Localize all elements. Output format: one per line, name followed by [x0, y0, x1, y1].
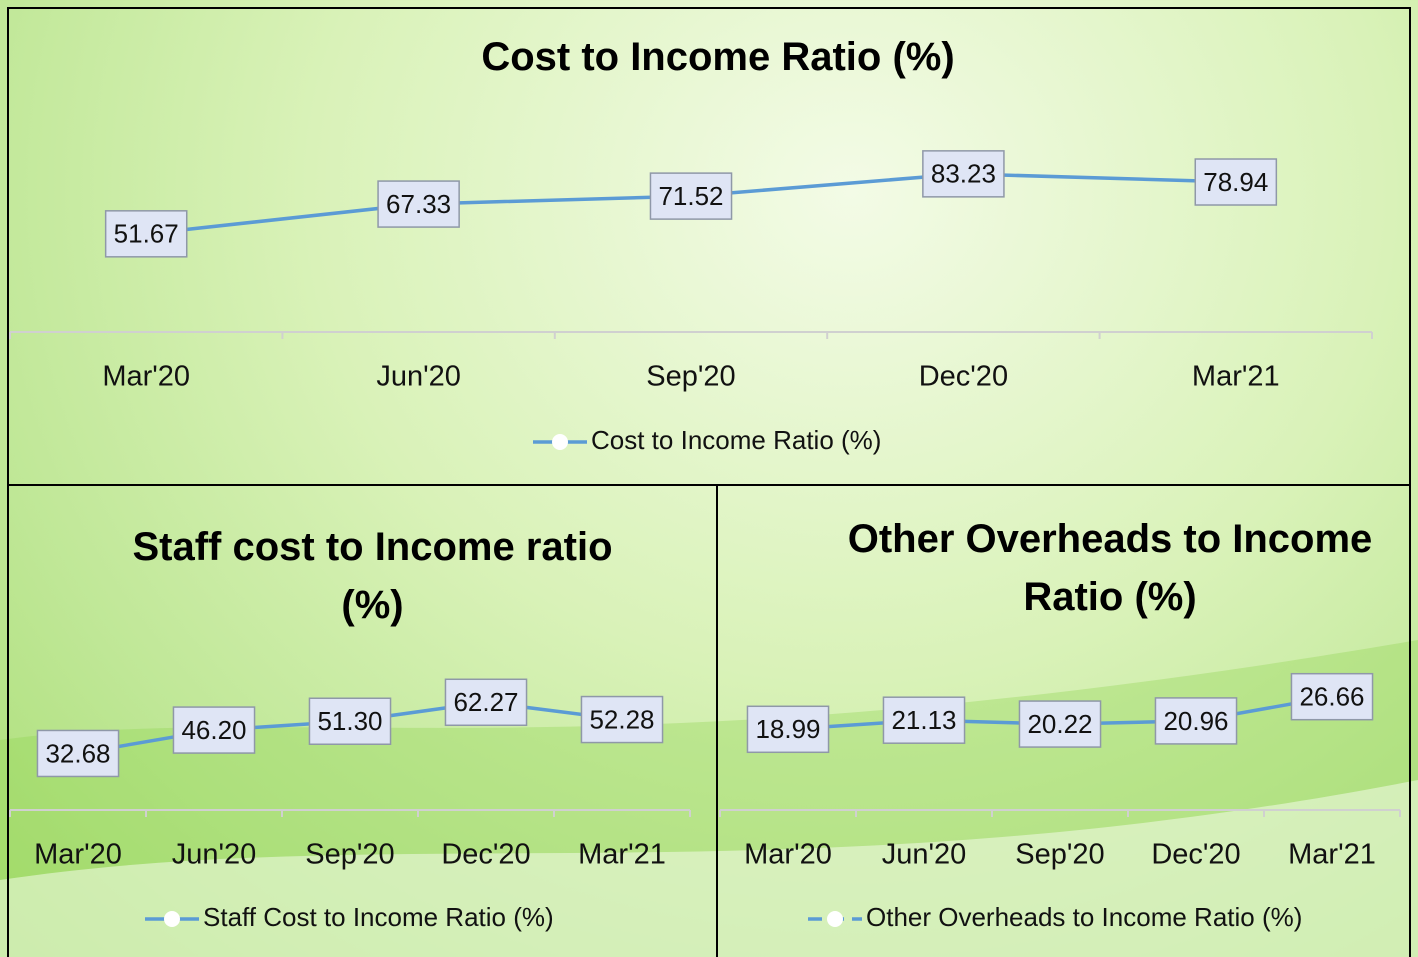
data-label: 52.28	[589, 704, 654, 734]
data-label: 21.13	[891, 705, 956, 735]
data-label-box	[104, 210, 188, 258]
background-wave	[0, 780, 1418, 957]
x-tick-label: Sep'20	[1015, 839, 1104, 871]
legend-marker	[164, 911, 180, 927]
data-label: 18.99	[755, 714, 820, 744]
data-label-box	[922, 150, 1005, 198]
chart-title: Other Overheads to Income Ratio (%)	[847, 517, 1373, 619]
x-tick-label: Jun'20	[882, 839, 967, 871]
data-label-box	[882, 696, 966, 744]
data-label-box	[580, 695, 664, 744]
data-label-box	[444, 678, 528, 727]
data-label-box	[172, 706, 256, 754]
data-label-box	[36, 729, 120, 778]
data-label: 46.20	[181, 715, 246, 745]
data-label: 20.96	[1163, 706, 1228, 736]
data-label-box	[1290, 672, 1374, 721]
x-tick-label: Mar'20	[102, 361, 190, 393]
data-label-box	[1154, 697, 1238, 745]
data-label: 20.22	[1027, 709, 1092, 739]
chart-title: Staff cost to Income ratio (%)	[132, 525, 613, 627]
data-label: 78.94	[1203, 167, 1268, 197]
legend-label: Other Overheads to Income Ratio (%)	[866, 902, 1302, 932]
x-tick-label: Mar'21	[578, 839, 666, 871]
data-label: 51.67	[114, 219, 179, 249]
legend-marker	[827, 911, 843, 927]
panel-border	[716, 484, 1411, 957]
x-tick-label: Mar'21	[1192, 361, 1280, 393]
data-label: 32.68	[45, 738, 110, 768]
x-tick-label: Dec'20	[1151, 839, 1240, 871]
x-tick-label: Sep'20	[646, 361, 735, 393]
data-label: 71.52	[658, 181, 723, 211]
data-label-box	[649, 172, 733, 220]
x-tick-label: Mar'20	[34, 839, 122, 871]
chart-title: Cost to Income Ratio (%)	[481, 35, 955, 79]
data-label: 83.23	[931, 159, 996, 189]
data-label-box	[1018, 700, 1102, 748]
data-label-box	[746, 705, 830, 754]
x-tick-label: Mar'21	[1288, 839, 1376, 871]
data-label: 67.33	[386, 189, 451, 219]
x-tick-label: Dec'20	[441, 839, 530, 871]
data-label: 62.27	[453, 687, 518, 717]
legend-label: Cost to Income Ratio (%)	[591, 425, 881, 455]
data-label-box	[1194, 158, 1278, 206]
x-tick-label: Jun'20	[172, 839, 257, 871]
data-label-box	[377, 180, 460, 228]
data-label: 26.66	[1299, 682, 1364, 712]
legend-label: Staff Cost to Income Ratio (%)	[203, 902, 554, 932]
data-label-box	[308, 697, 392, 746]
x-tick-label: Sep'20	[305, 839, 394, 871]
data-label: 51.30	[317, 706, 382, 736]
x-tick-label: Mar'20	[744, 839, 832, 871]
x-tick-label: Jun'20	[376, 361, 461, 393]
legend-marker	[552, 434, 568, 450]
x-tick-label: Dec'20	[919, 361, 1008, 393]
